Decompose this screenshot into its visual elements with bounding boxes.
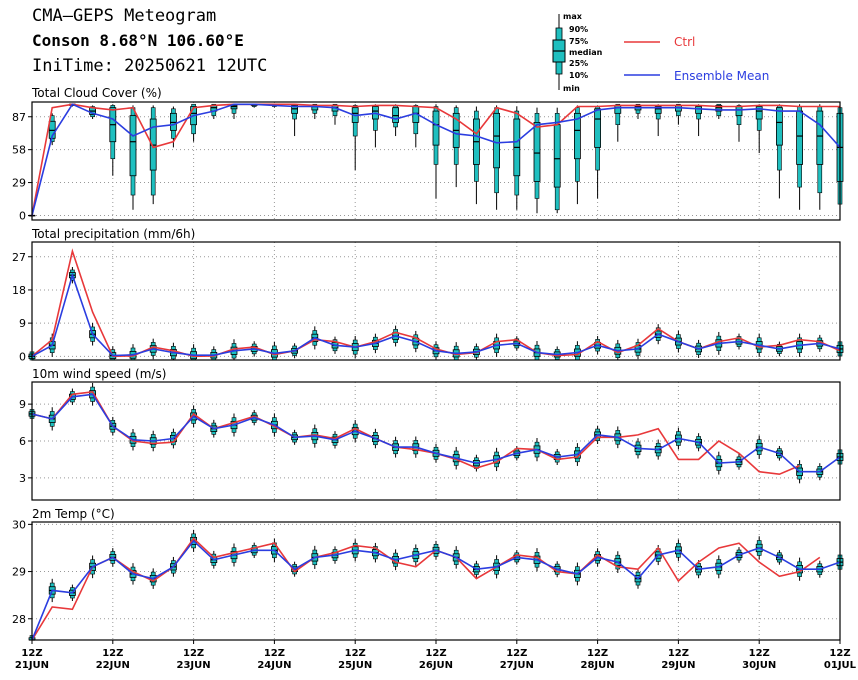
x-tick-label-hour: 12Z <box>102 648 123 659</box>
x-tick-label-hour: 12Z <box>264 648 285 659</box>
legend-mean-label: Ensemble Mean <box>674 69 769 83</box>
x-tick-label-date: 25JUN <box>338 660 372 671</box>
legend-box-label: min <box>563 84 580 93</box>
box-inner <box>553 124 561 188</box>
legend-box-label: 90% <box>569 25 588 34</box>
panel-frame <box>31 101 841 221</box>
x-tick-label-date: 22JUN <box>96 660 130 671</box>
x-tick-label-hour: 12Z <box>829 648 850 659</box>
box-inner <box>755 106 763 120</box>
legend-box-label: 10% <box>569 71 588 80</box>
x-tick-label-date: 01JUL <box>824 660 857 671</box>
y-tick-label: 0 <box>19 350 26 363</box>
box-inner <box>695 106 702 114</box>
box-inner <box>129 115 137 177</box>
legend-box-label: median <box>569 48 603 57</box>
box-inner <box>796 110 803 165</box>
box-inner <box>594 108 601 148</box>
x-tick-label-date: 21JUN <box>15 660 49 671</box>
y-tick-label: 29 <box>12 177 26 190</box>
x-tick-label-date: 24JUN <box>257 660 291 671</box>
x-tick-label-date: 26JUN <box>419 660 453 671</box>
x-tick-label-date: 23JUN <box>177 660 211 671</box>
panel-title: Total precipitation (mm/6h) <box>31 227 195 241</box>
x-tick-label-hour: 12Z <box>21 648 42 659</box>
y-tick-label: 29 <box>12 566 26 579</box>
x-tick-label-date: 30JUN <box>742 660 776 671</box>
panel-title: Total Cloud Cover (%) <box>31 86 162 100</box>
box-inner <box>432 110 440 146</box>
ctrl-series-line <box>31 537 821 641</box>
box-inner <box>654 106 662 114</box>
x-tick-label-hour: 12Z <box>345 648 366 659</box>
x-tick-label-hour: 12Z <box>749 648 770 659</box>
box-inner <box>533 122 541 182</box>
station-label: Conson 8.68°N 106.60°E <box>32 31 244 50</box>
ctrl-series-line <box>31 103 840 216</box>
x-tick-label-hour: 12Z <box>587 648 608 659</box>
panel-title: 10m wind speed (m/s) <box>32 367 166 381</box>
y-tick-label: 9 <box>19 317 26 330</box>
legend-ctrl-label: Ctrl <box>674 35 695 49</box>
x-tick-label-hour: 12Z <box>183 648 204 659</box>
legend-box-label: 75% <box>569 37 588 46</box>
legend-box-label: max <box>563 12 583 21</box>
panel-frame <box>31 241 841 361</box>
y-tick-label: 30 <box>12 518 26 531</box>
box-inner <box>614 105 622 114</box>
y-tick-label: 9 <box>19 398 26 411</box>
box-inner <box>574 112 581 160</box>
meteogram-header: CMA—GEPS Meteogram Conson 8.68°N 106.60°… <box>0 0 858 100</box>
panel-frame <box>31 381 841 501</box>
y-tick-label: 6 <box>19 435 26 448</box>
box-inner <box>735 106 743 117</box>
y-tick-label: 28 <box>12 613 26 626</box>
ensemble-mean-line <box>31 272 841 358</box>
legend-box-label: 25% <box>569 59 588 68</box>
box-inner <box>816 110 824 165</box>
x-tick-label-hour: 12Z <box>668 648 689 659</box>
box-inner <box>776 107 783 146</box>
ensemble-mean-line <box>31 103 841 216</box>
x-tick-label-date: 28JUN <box>581 660 615 671</box>
ensemble-mean-line <box>31 393 841 473</box>
x-tick-label-date: 29JUN <box>661 660 695 671</box>
x-tick-label-hour: 12Z <box>506 648 527 659</box>
meteogram-title: CMA—GEPS Meteogram <box>32 6 217 26</box>
x-tick-label-hour: 12Z <box>425 648 446 659</box>
panel-title: 2m Temp (°C) <box>32 507 115 521</box>
init-time-label: IniTime: 20250621 12UTC <box>32 56 268 76</box>
ctrl-series-line <box>31 390 800 476</box>
y-tick-label: 27 <box>12 251 26 264</box>
y-tick-label: 87 <box>12 111 26 124</box>
y-tick-label: 18 <box>12 284 26 297</box>
y-tick-label: 58 <box>12 144 26 157</box>
x-tick-label-date: 27JUN <box>500 660 534 671</box>
box-outer <box>615 103 621 125</box>
ensemble-mean-line <box>31 539 841 641</box>
box-inner <box>493 112 501 169</box>
y-tick-label: 3 <box>19 472 26 485</box>
y-tick-label: 0 <box>19 209 26 222</box>
